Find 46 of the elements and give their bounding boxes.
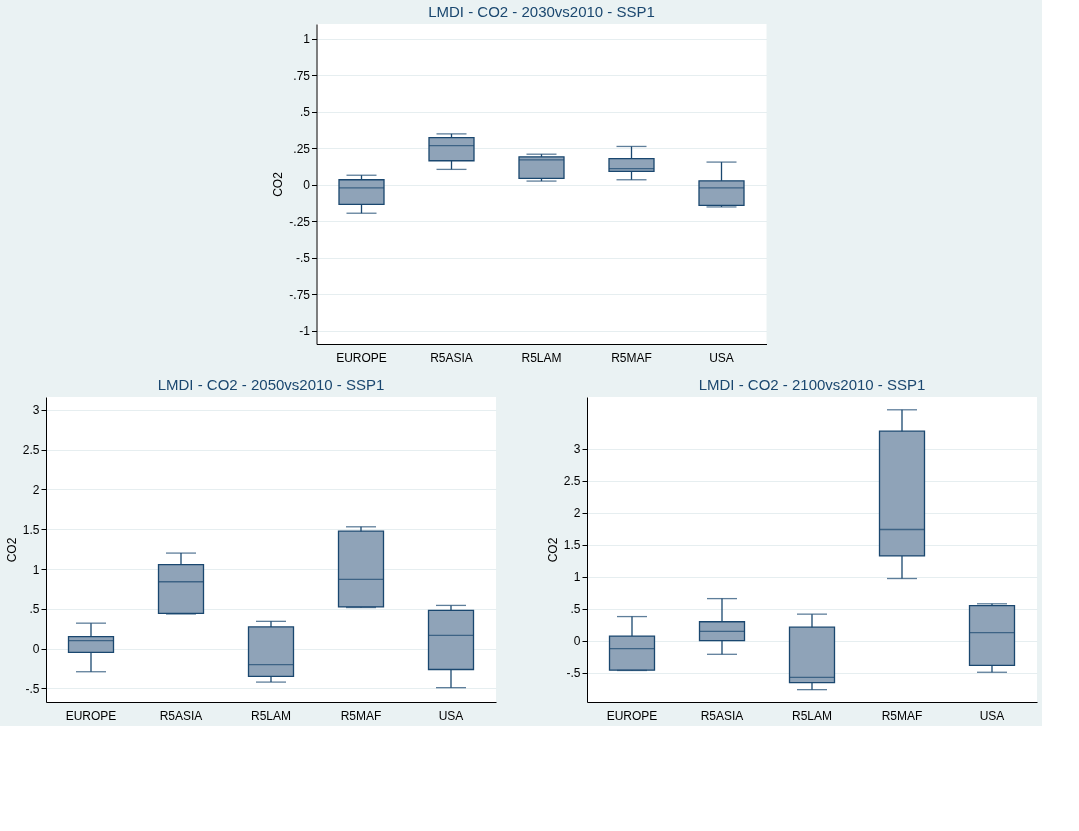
y-tick-label: -.75 <box>289 287 311 302</box>
chart-title: LMDI - CO2 - 2050vs2010 - SSP1 <box>157 376 385 393</box>
x-tick-label: R5MAF <box>340 708 382 723</box>
x-tick-label: USA <box>709 350 734 365</box>
x-tick-label: EUROPE <box>65 708 117 723</box>
y-axis-title: CO2 <box>271 171 286 197</box>
x-tick-label: R5LAM <box>791 708 833 723</box>
y-tick-label: 2 <box>573 506 581 521</box>
y-tick-label: -.5 <box>295 251 311 266</box>
x-tick-label: USA <box>438 708 464 723</box>
y-tick-label: 2.5 <box>22 443 40 458</box>
y-tick-label: -.5 <box>566 666 581 681</box>
x-tick-label: R5ASIA <box>159 708 203 723</box>
x-tick-label: R5MAF <box>881 708 923 723</box>
y-tick-label: 1 <box>32 562 40 577</box>
y-tick-label: 3 <box>32 403 40 418</box>
y-tick-label: .25 <box>293 141 311 156</box>
x-tick-label: R5LAM <box>521 350 562 365</box>
chart-title: LMDI - CO2 - 2100vs2010 - SSP1 <box>698 376 926 393</box>
y-tick-label: -.5 <box>25 681 40 696</box>
y-axis-title: CO2 <box>545 537 560 563</box>
x-tick-label: EUROPE <box>336 350 387 365</box>
y-tick-label: .75 <box>293 68 311 83</box>
y-tick-label: 0 <box>303 178 311 193</box>
x-tick-label: USA <box>979 708 1005 723</box>
y-tick-label: 0 <box>32 642 40 657</box>
y-tick-label: 2 <box>32 482 40 497</box>
y-tick-label: 2.5 <box>563 474 581 489</box>
y-tick-label: 0 <box>573 634 581 649</box>
x-tick-label: R5ASIA <box>430 350 473 365</box>
y-tick-label: 3 <box>573 442 581 457</box>
y-tick-label: -1 <box>299 324 311 339</box>
y-tick-label: 1 <box>303 32 311 47</box>
y-axis-title: CO2 <box>4 537 19 563</box>
chart-title: LMDI - CO2 - 2030vs2010 - SSP1 <box>428 3 655 20</box>
y-tick-label: .5 <box>29 602 40 617</box>
y-tick-label: .5 <box>299 105 311 120</box>
y-tick-label: .5 <box>570 602 581 617</box>
y-tick-label: 1.5 <box>563 538 581 553</box>
x-tick-label: R5MAF <box>611 350 652 365</box>
x-tick-label: EUROPE <box>606 708 658 723</box>
y-tick-label: 1.5 <box>22 522 40 537</box>
x-tick-label: R5ASIA <box>700 708 744 723</box>
x-tick-label: R5LAM <box>250 708 292 723</box>
y-tick-label: -.25 <box>289 214 311 229</box>
y-tick-label: 1 <box>573 570 581 585</box>
